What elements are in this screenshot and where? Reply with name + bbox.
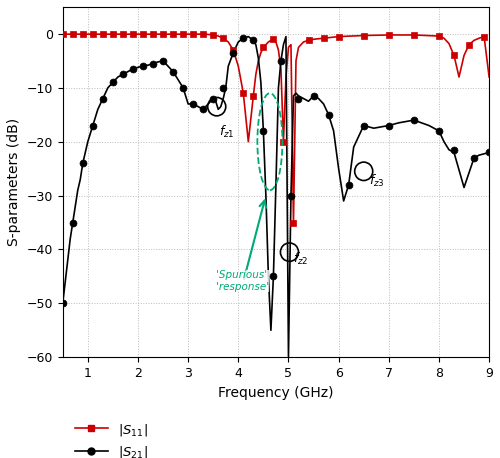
X-axis label: Frequency (GHz): Frequency (GHz) <box>218 386 334 399</box>
Text: $f_{z3}$: $f_{z3}$ <box>368 173 384 189</box>
Text: 'Spurious'
'response': 'Spurious' 'response' <box>216 270 269 292</box>
Text: $f_{z2}$: $f_{z2}$ <box>294 251 309 267</box>
Text: $f_{z1}$: $f_{z1}$ <box>219 124 235 141</box>
Y-axis label: S-parameters (dB): S-parameters (dB) <box>7 118 21 246</box>
Legend: $|S_{11}|$, $|S_{21}|$: $|S_{11}|$, $|S_{21}|$ <box>70 416 153 458</box>
